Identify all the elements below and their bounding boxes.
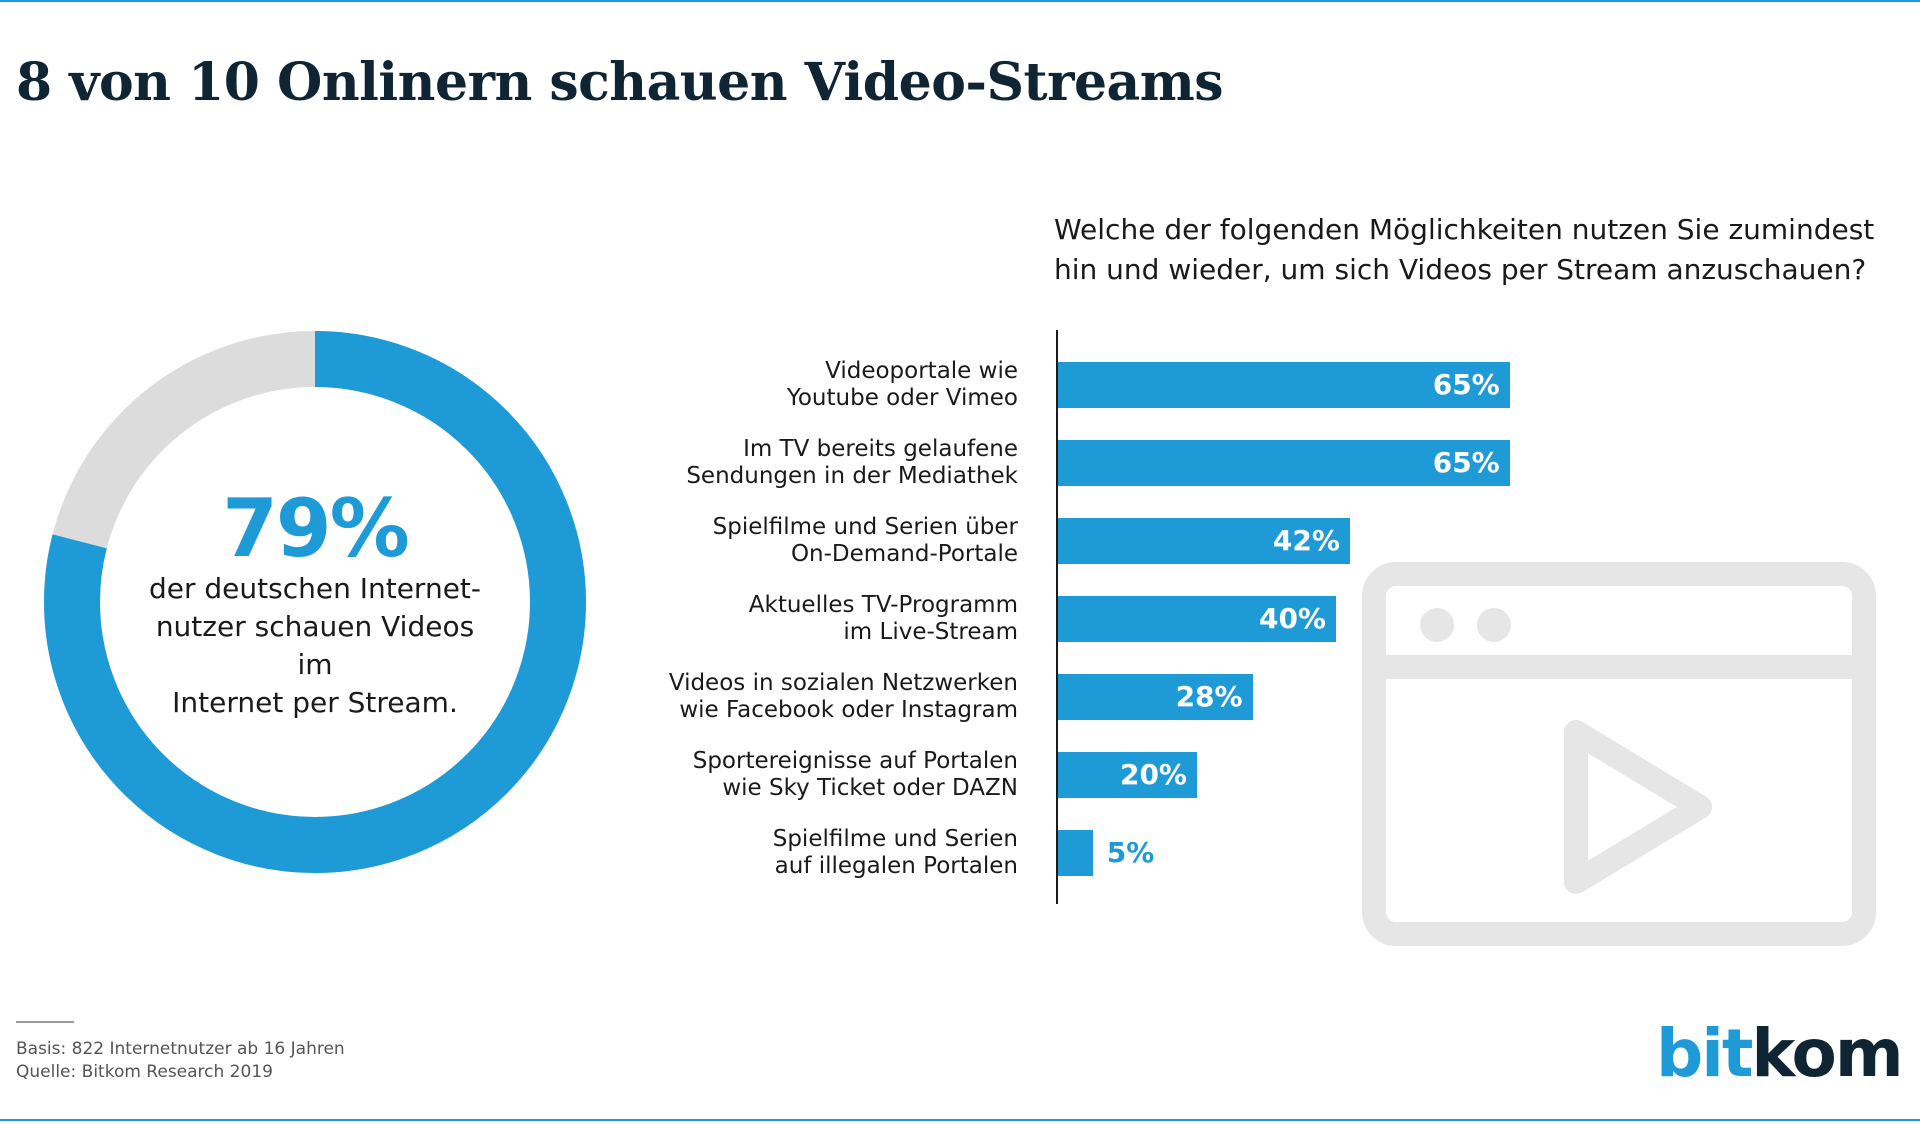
bar-value-label: 20% <box>1119 758 1187 791</box>
bar-category-label: Spielfilme und Serien auf illegalen Porta… <box>640 826 1018 880</box>
bottom-rule <box>0 1119 1920 1121</box>
bar-category-label-line: Videoportale wie <box>825 358 1018 384</box>
bar-category-label-line: Spielfilme und Serien über <box>712 514 1018 540</box>
bitkom-logo: bitkom <box>1656 1014 1904 1094</box>
bar-category-label: Im TV bereits gelaufene Sendungen in der … <box>640 436 1018 490</box>
browser-video-play-icon <box>1362 562 1876 946</box>
bar-category-label-line: On-Demand-Portale <box>790 541 1018 567</box>
chart-question: Welche der folgenden Möglichkeiten nutze… <box>1054 210 1894 290</box>
bar-category-label-line: wie Facebook oder Instagram <box>679 697 1018 723</box>
logo-part-kom: kom <box>1751 1015 1903 1092</box>
bar-value-label: 65% <box>1432 368 1500 401</box>
bar-category-label: Sportereignisse auf Portalen wie Sky Tick… <box>640 748 1018 802</box>
chart-question-line: hin und wieder, um sich Videos per Strea… <box>1054 253 1867 286</box>
donut-caption: der deutschen Internet- nutzer schauen V… <box>134 570 496 722</box>
top-rule <box>0 0 1920 2</box>
bar-value-label: 5% <box>1106 836 1155 869</box>
bar-category-label-line: wie Sky Ticket oder DAZN <box>722 775 1018 801</box>
donut-share-arc <box>44 331 586 873</box>
bar <box>1058 362 1510 408</box>
bar-axis <box>1056 330 1058 904</box>
bar-category-label: Videos in sozialen Netzwerken wie Faceboo… <box>640 670 1018 724</box>
bar <box>1058 440 1510 486</box>
page-title: 8 von 10 Onlinern schauen Video-Streams <box>16 52 1224 113</box>
donut-chart <box>44 331 586 873</box>
chart-question-line: Welche der folgenden Möglichkeiten nutze… <box>1054 213 1875 246</box>
bar-category-label-line: auf illegalen Portalen <box>774 853 1018 879</box>
bar-category-label-line: Videos in sozialen Netzwerken <box>668 670 1018 696</box>
bar-category-label-line: Sendungen in der Mediathek <box>686 463 1018 489</box>
donut-caption-line: nutzer schauen Videos im <box>155 610 475 681</box>
bar-category-label: Aktuelles TV-Programm im Live-Stream <box>640 592 1018 646</box>
donut-value: 79% <box>222 482 409 575</box>
bar <box>1058 830 1093 876</box>
bar-category-label-line: im Live-Stream <box>843 619 1018 645</box>
bar-category-label-line: Youtube oder Vimeo <box>786 385 1018 411</box>
bar-category-label-line: Sportereignisse auf Portalen <box>692 748 1018 774</box>
logo-part-bit: bit <box>1656 1015 1753 1092</box>
bar <box>1058 518 1350 564</box>
bar-value-label: 40% <box>1258 602 1326 635</box>
bar-value-label: 42% <box>1272 524 1340 557</box>
bar-value-label: 28% <box>1175 680 1243 713</box>
footer-rule <box>16 1021 74 1023</box>
footer-basis: Basis: 822 Internetnutzer ab 16 Jahren <box>16 1039 345 1059</box>
bar-category-label: Videoportale wie Youtube oder Vimeo <box>640 358 1018 412</box>
bar-category-label-line: Im TV bereits gelaufene <box>743 436 1018 462</box>
bar <box>1058 596 1336 642</box>
bar-category-label-line: Spielfilme und Serien <box>772 826 1018 852</box>
bar-value-label: 65% <box>1432 446 1500 479</box>
donut-caption-line: Internet per Stream. <box>172 686 458 719</box>
bar-category-label-line: Aktuelles TV-Programm <box>748 592 1018 618</box>
bar <box>1058 674 1253 720</box>
footer-source: Quelle: Bitkom Research 2019 <box>16 1062 273 1082</box>
bar <box>1058 752 1197 798</box>
bar-category-label: Spielfilme und Serien über On-Demand-Port… <box>640 514 1018 568</box>
donut-caption-line: der deutschen Internet- <box>148 572 482 605</box>
